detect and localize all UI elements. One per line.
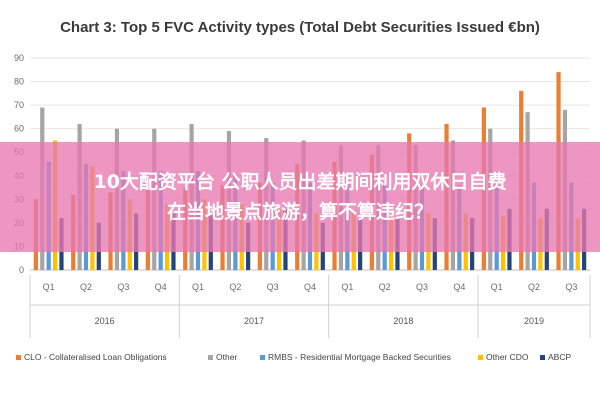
legend-label: RMBS - Residential Mortgage Backed Secur…: [268, 352, 451, 362]
x-category-label: Q2: [229, 282, 241, 292]
x-axis-years: 2016 2017 2018 2019: [29, 275, 591, 338]
legend-swatch: [478, 355, 483, 360]
x-category-label: Q3: [416, 282, 428, 292]
x-category-label: Q2: [80, 282, 92, 292]
x-category-label: Q4: [304, 282, 316, 292]
year-label: 2019: [524, 316, 544, 326]
legend-swatch: [208, 355, 213, 360]
x-category-label: Q1: [491, 282, 503, 292]
x-category-label: Q3: [267, 282, 279, 292]
legend-swatch: [540, 355, 545, 360]
legend-swatch: [16, 355, 21, 360]
x-axis-categories: Q1 Q2 Q3 Q4 Q1 Q2 Q3 Q4 Q1 Q2 Q3 Q4 Q1 Q2 Q3: [43, 282, 578, 292]
overlay-banner: 10大配资平台 公职人员出差期间利用双休日自费 在当地景点旅游，算不算违纪？: [0, 142, 600, 252]
x-category-label: Q2: [379, 282, 391, 292]
overlay-line-1: 10大配资平台 公职人员出差期间利用双休日自费: [93, 171, 507, 193]
x-category-label: Q4: [155, 282, 167, 292]
legend-label: Other CDO: [486, 352, 529, 362]
y-tick-label: 90: [14, 53, 24, 63]
y-tick-label: 60: [14, 124, 24, 134]
y-tick-label: 70: [14, 100, 24, 110]
year-label: 2018: [393, 316, 413, 326]
x-category-label: Q3: [117, 282, 129, 292]
legend-swatch: [260, 355, 265, 360]
x-category-label: Q3: [565, 282, 577, 292]
x-category-label: Q1: [43, 282, 55, 292]
x-category-label: Q2: [528, 282, 540, 292]
legend-label: ABCP: [548, 352, 571, 362]
y-tick-label: 80: [14, 77, 24, 87]
year-label: 2016: [95, 316, 115, 326]
x-category-label: Q1: [192, 282, 204, 292]
legend-label: Other: [216, 352, 237, 362]
year-label: 2017: [244, 316, 264, 326]
legend-label: CLO - Collateralised Loan Obligations: [24, 352, 167, 362]
x-category-label: Q1: [341, 282, 353, 292]
legend: CLO - Collateralised Loan Obligations Oth…: [16, 352, 571, 362]
x-category-label: Q4: [453, 282, 465, 292]
chart-title: Chart 3: Top 5 FVC Activity types (Total…: [60, 19, 540, 36]
y-tick-label: 0: [19, 265, 24, 275]
overlay-line-2: 在当地景点旅游，算不算违纪？: [166, 201, 433, 223]
